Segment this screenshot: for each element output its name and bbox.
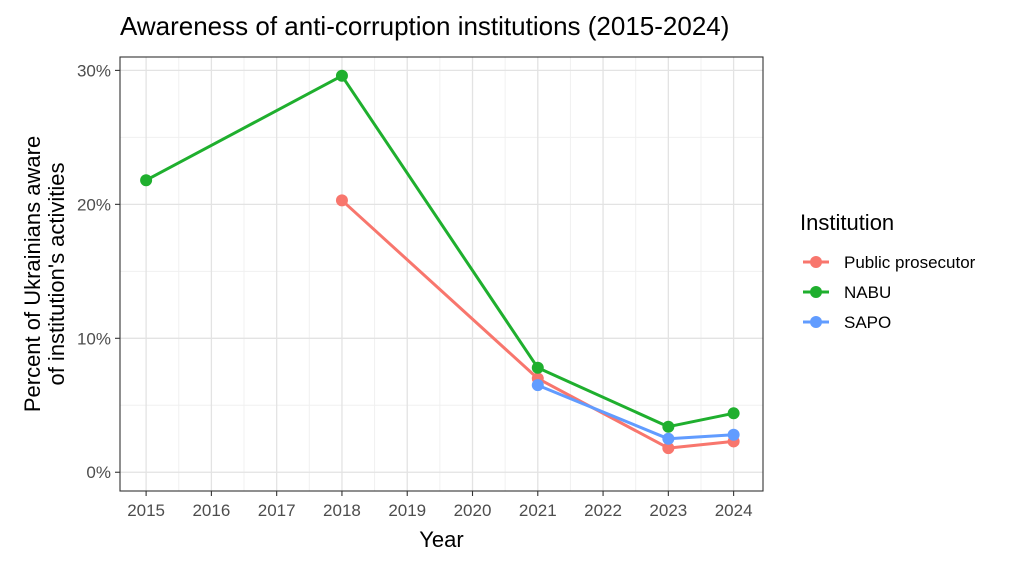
x-tick-label: 2019 xyxy=(388,501,426,520)
data-point-nabu xyxy=(662,420,675,433)
x-tick-label: 2017 xyxy=(258,501,296,520)
series-layer xyxy=(140,69,740,455)
plot-border xyxy=(119,56,764,492)
legend: Institution Public prosecutor NABU SAPO xyxy=(800,210,976,332)
y-tick-label: 20% xyxy=(77,195,111,214)
x-tick-label: 2023 xyxy=(649,501,687,520)
x-tick-label: 2022 xyxy=(584,501,622,520)
legend-key-point xyxy=(810,316,822,328)
data-point-nabu xyxy=(727,407,740,420)
y-tick-label: 10% xyxy=(77,329,111,348)
legend-key-point xyxy=(810,286,822,298)
legend-item-nabu: NABU xyxy=(803,283,891,302)
data-point-public-prosecutor xyxy=(335,194,348,207)
legend-title: Institution xyxy=(800,210,894,235)
x-tick-label: 2018 xyxy=(323,501,361,520)
data-point-sapo xyxy=(662,432,675,445)
x-tick-label: 2015 xyxy=(127,501,165,520)
y-tick-label: 0% xyxy=(86,463,111,482)
x-axis: 2015 2016 2017 2018 2019 2020 2021 2022 2023 2024 xyxy=(127,491,753,520)
y-tick-label: 30% xyxy=(77,61,111,80)
data-point-nabu xyxy=(140,174,153,187)
legend-key-point xyxy=(810,256,822,268)
data-point-nabu xyxy=(531,361,544,374)
minor-gridlines xyxy=(120,57,763,491)
legend-item-sapo: SAPO xyxy=(803,313,891,332)
chart-title: Awareness of anti-corruption institution… xyxy=(120,11,729,41)
legend-label: NABU xyxy=(844,283,891,302)
x-tick-label: 2016 xyxy=(192,501,230,520)
y-axis-title-line-2: of institution's activities xyxy=(44,162,69,385)
legend-label: Public prosecutor xyxy=(844,253,976,272)
data-point-sapo xyxy=(531,379,544,392)
data-point-nabu xyxy=(335,69,348,82)
x-axis-title: Year xyxy=(419,527,463,552)
legend-label: SAPO xyxy=(844,313,891,332)
legend-item-public-prosecutor: Public prosecutor xyxy=(803,253,976,272)
x-tick-label: 2021 xyxy=(519,501,557,520)
data-point-sapo xyxy=(727,428,740,441)
y-axis-title: Percent of Ukrainians aware of instituti… xyxy=(20,136,69,412)
x-tick-label: 2024 xyxy=(715,501,753,520)
data-point-public-prosecutor xyxy=(662,442,675,455)
plot-panel xyxy=(119,56,764,492)
y-axis-title-line-1: Percent of Ukrainians aware xyxy=(20,136,45,412)
plot-background xyxy=(120,57,763,491)
y-axis: 0% 10% 20% 30% xyxy=(77,61,120,482)
x-tick-label: 2020 xyxy=(454,501,492,520)
